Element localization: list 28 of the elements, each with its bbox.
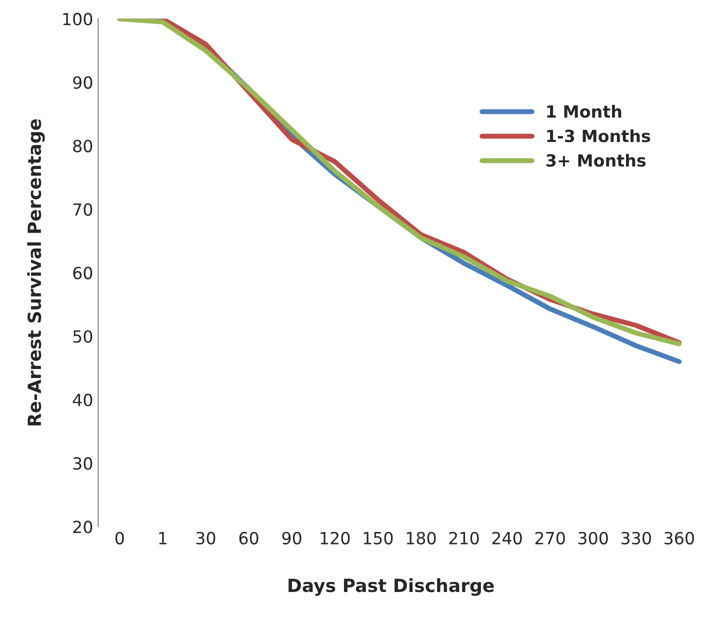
x-tick-label: 1 [159, 532, 166, 544]
x-axis-title: Days Past Discharge [288, 578, 494, 596]
x-tick-label: 300 [578, 532, 608, 544]
legend-label: 1-3 Months [547, 129, 650, 142]
x-tick-label: 240 [492, 532, 522, 544]
y-tick-label: 20 [73, 520, 92, 534]
legend-label: 3+ Months [546, 154, 646, 167]
y-tick-label: 60 [73, 266, 92, 280]
x-tick-label: 90 [282, 532, 302, 544]
x-tick-label: 150 [364, 532, 393, 544]
y-tick-label: 70 [73, 203, 92, 216]
y-tick-label: 100 [63, 12, 92, 26]
x-tick-label: 120 [320, 532, 350, 544]
x-tick-label: 60 [239, 532, 258, 544]
y-tick-label: 90 [73, 76, 92, 89]
y-tick-label: 80 [73, 140, 92, 152]
x-tick-label: 270 [535, 532, 565, 544]
y-tick-label: 40 [72, 394, 92, 406]
x-tick-label: 330 [621, 532, 651, 544]
x-tick-label: 360 [664, 532, 694, 544]
x-tick-label: 180 [406, 532, 436, 544]
y-tick-label: 30 [73, 457, 92, 470]
x-tick-label: 30 [196, 532, 216, 544]
x-tick-label: 0 [115, 532, 124, 544]
y-tick-label: 50 [73, 330, 92, 343]
x-tick-label: 210 [449, 532, 479, 544]
legend-label: 1 Month [547, 104, 622, 118]
y-axis-title: Re-Arrest Survival Percentage [27, 119, 45, 426]
